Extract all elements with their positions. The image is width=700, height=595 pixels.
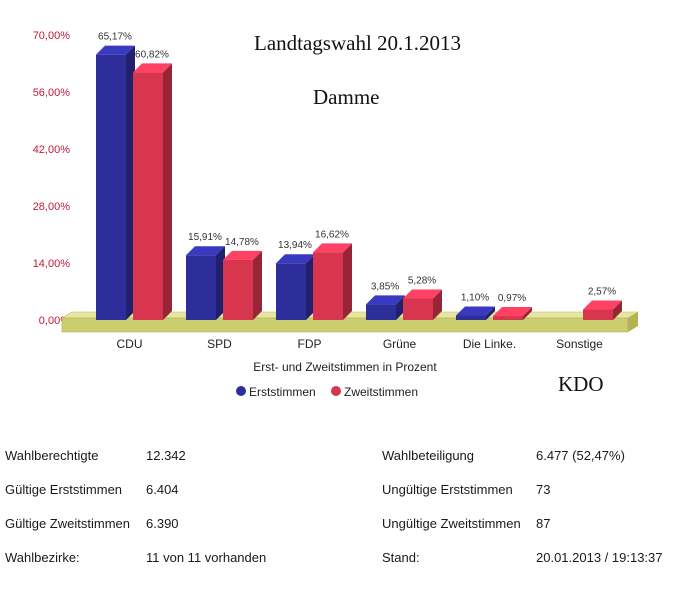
chart-legend: Erststimmen Zweitstimmen — [236, 385, 418, 399]
stats-label: Gültige Erststimmen — [5, 482, 123, 497]
stats-value: 87 — [536, 516, 551, 531]
bar-value-label: 60,82% — [135, 49, 169, 60]
stats-value: 11 von 11 vorhanden — [146, 550, 267, 565]
chart-floor-front — [61, 317, 629, 333]
chart-subtitle: Damme — [313, 85, 379, 109]
bar-value-label: 15,91% — [188, 232, 222, 243]
election-bar-chart: 0,00%14,00%28,00%42,00%56,00%70,00% 65,1… — [33, 30, 640, 399]
stats-row: Wahlbezirke: 11 von 11 vorhanden Stand: … — [0, 550, 700, 584]
chart-title: Landtagswahl 20.1.2013 — [254, 31, 461, 55]
stats-value: 20.01.2013 / 19:13:37 — [536, 550, 663, 565]
bar — [313, 243, 352, 320]
bar — [456, 306, 495, 320]
stats-label: Ungültige Erststimmen — [382, 482, 513, 497]
bar — [186, 246, 225, 320]
bar-value-label: 3,85% — [371, 281, 399, 292]
bar — [366, 295, 405, 320]
category-label: SPD — [207, 337, 232, 351]
y-tick-label: 56,00% — [33, 87, 71, 99]
stats-row: Gültige Zweitstimmen 6.390 Ungültige Zwe… — [0, 516, 700, 550]
bar-value-label: 14,78% — [225, 237, 259, 248]
chart-annotation: KDO — [558, 372, 604, 396]
stats-label: Wahlbezirke: — [5, 550, 80, 565]
category-label: Grüne — [383, 337, 417, 351]
bar-value-label: 16,62% — [315, 229, 349, 240]
bar — [583, 300, 622, 320]
stats-value: 6.477 (52,47%) — [536, 448, 625, 463]
legend-label: Zweitstimmen — [344, 385, 418, 399]
stats-label: Wahlbeteiligung — [382, 448, 475, 463]
legend-label: Erststimmen — [249, 385, 316, 399]
stats-value: 6.390 — [146, 516, 179, 531]
bar — [493, 307, 532, 320]
bar — [223, 250, 262, 320]
bar-value-label: 5,28% — [408, 276, 436, 287]
chart-floor-side — [628, 312, 638, 332]
y-tick-label: 14,00% — [33, 258, 71, 270]
stats-label: Stand: — [382, 550, 420, 565]
bar — [133, 63, 172, 321]
stats-value: 12.342 — [146, 448, 186, 463]
legend-marker — [236, 386, 246, 396]
bar-value-label: 1,10% — [461, 293, 489, 304]
bar — [96, 45, 135, 320]
category-label: FDP — [298, 337, 322, 351]
bar — [403, 289, 442, 320]
bar-value-label: 0,97% — [498, 293, 526, 304]
category-label: CDU — [117, 337, 143, 351]
y-tick-label: 42,00% — [33, 144, 71, 156]
category-label: Sonstige — [556, 337, 603, 351]
stats-label: Gültige Zweitstimmen — [5, 516, 130, 531]
category-label: Die Linke. — [463, 337, 516, 351]
bar-value-label: 13,94% — [278, 240, 312, 251]
stats-label: Wahlberechtigte — [5, 448, 99, 463]
bar-value-label: 65,17% — [98, 32, 132, 43]
stats-row: Wahlberechtigte 12.342 Wahlbeteiligung 6… — [0, 448, 700, 482]
x-axis-label: Erst- und Zweitstimmen in Prozent — [253, 360, 437, 374]
bar-value-label: 2,57% — [588, 287, 616, 298]
stats-label: Ungültige Zweitstimmen — [382, 516, 521, 531]
election-statistics: Wahlberechtigte 12.342 Wahlbeteiligung 6… — [0, 448, 700, 584]
stats-value: 73 — [536, 482, 551, 497]
y-tick-label: 70,00% — [33, 30, 71, 42]
legend-marker — [331, 386, 341, 396]
bar — [276, 254, 315, 320]
stats-row: Gültige Erststimmen 6.404 Ungültige Erst… — [0, 482, 700, 516]
stats-value: 6.404 — [146, 482, 179, 497]
y-tick-label: 28,00% — [33, 201, 71, 213]
